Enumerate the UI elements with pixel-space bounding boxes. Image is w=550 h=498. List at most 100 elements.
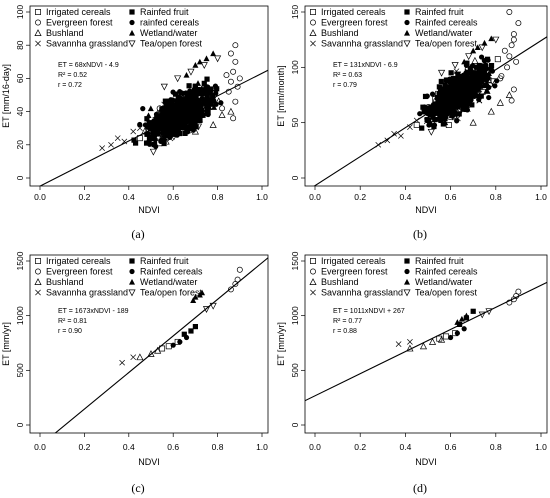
- x-axis-label: NDVI: [138, 205, 160, 215]
- square-filled-marker: [184, 95, 191, 101]
- triangle-down-open-marker: [214, 55, 222, 63]
- circle-filled-marker: [459, 82, 465, 88]
- triangle-open-marker: [487, 107, 495, 115]
- circle-filled-marker: [448, 334, 454, 341]
- square-filled-marker: [431, 123, 437, 130]
- square-filled-marker: [458, 76, 464, 82]
- square-filled-marker: [482, 82, 488, 89]
- triangle-filled-marker: [488, 35, 495, 42]
- cross-marker: [453, 68, 460, 75]
- series-evergreen-forest: [219, 42, 243, 122]
- triangle-open-marker: [496, 98, 504, 106]
- square-filled-marker: [180, 116, 186, 122]
- triangle-filled-marker: [451, 79, 458, 85]
- square-filled-marker: [198, 108, 204, 114]
- regression-line: [54, 257, 268, 433]
- circle-open-marker: [230, 115, 237, 122]
- plot-area: [54, 257, 268, 433]
- equation-line: r = 0.88: [333, 328, 357, 335]
- square-filled-marker: [188, 328, 194, 334]
- square-filled-marker: [424, 117, 430, 123]
- circle-filled-marker: [492, 83, 498, 89]
- circle-filled-marker: [404, 19, 410, 26]
- square-open-marker: [35, 258, 41, 264]
- x-tick-label: 0.6: [167, 192, 179, 202]
- legend: Irrigated cereals Rainfed fruit Evergreen …: [34, 7, 203, 49]
- circle-open-marker: [227, 286, 234, 293]
- square-filled-marker: [419, 125, 425, 131]
- triangle-filled-marker: [454, 319, 461, 325]
- circle-open-marker: [515, 20, 522, 27]
- circle-open-marker: [232, 58, 239, 65]
- triangle-open-marker: [227, 107, 235, 115]
- square-filled-marker: [204, 107, 211, 114]
- circle-filled-marker: [185, 129, 191, 135]
- x-tick-label: 0.4: [399, 442, 411, 452]
- circle-filled-marker: [153, 143, 159, 150]
- x-tick-label: 0.6: [167, 442, 179, 452]
- square-filled-marker: [453, 89, 459, 95]
- square-filled-marker: [165, 123, 171, 129]
- circle-open-marker: [508, 42, 515, 49]
- legend-label: Rainfed cereals: [140, 267, 203, 277]
- square-filled-marker: [194, 117, 201, 124]
- triangle-open-marker: [309, 278, 317, 285]
- square-filled-marker: [484, 56, 491, 62]
- legend-label: Irrigated cereals: [46, 7, 111, 17]
- circle-filled-marker: [177, 339, 183, 345]
- square-filled-marker: [476, 66, 483, 72]
- circle-open-marker: [506, 9, 513, 15]
- x-tick-label: 0.4: [399, 192, 411, 202]
- circle-filled-marker: [472, 90, 478, 96]
- square-filled-marker: [404, 258, 410, 264]
- circle-open-marker: [506, 53, 513, 60]
- circle-filled-marker: [168, 97, 174, 103]
- square-open-marker: [479, 88, 486, 95]
- series-evergreen-forest: [506, 288, 522, 306]
- square-filled-marker: [438, 78, 444, 85]
- legend-label: rainfed cereals: [140, 18, 200, 28]
- triangle-open-marker: [218, 111, 226, 118]
- legend: Irrigated cereals Rainfed fruit Evergreen …: [309, 256, 478, 298]
- series-evergreen-forest: [497, 9, 522, 104]
- triangle-filled-marker: [458, 315, 465, 322]
- cross-marker: [398, 133, 404, 139]
- triangle-down-open-marker: [403, 289, 411, 297]
- square-filled-marker: [186, 83, 192, 89]
- square-filled-marker: [446, 103, 452, 109]
- square-filled-marker: [470, 70, 476, 76]
- cross-marker: [130, 354, 137, 361]
- square-open-marker: [451, 101, 458, 108]
- square-filled-marker: [485, 75, 491, 81]
- x-tick-label: 0.6: [445, 442, 457, 452]
- chart-panel-c: 0.0 0.2 0.4 0.6 0.8 1.0 0 500 1000 1500 NDVI ET [mm…: [1, 251, 269, 467]
- cross-marker: [114, 135, 121, 142]
- chart-panel-b: 0.0 0.2 0.4 0.6 0.8 1.0 0 50 100 150 NDVI ET [mm/mo…: [276, 5, 548, 215]
- equation-block: ET = 1011xNDVI + 267 R² = 0.77 r = 0.88: [333, 308, 405, 335]
- square-filled-marker: [165, 132, 171, 138]
- legend-label: Evergreen forest: [321, 18, 388, 28]
- square-filled-marker: [201, 80, 207, 86]
- square-filled-marker: [472, 82, 478, 88]
- circle-open-marker: [232, 42, 239, 49]
- x-axis-label: NDVI: [415, 457, 437, 467]
- triangle-down-open-marker: [465, 53, 473, 61]
- triangle-filled-marker: [192, 62, 199, 68]
- circle-filled-marker: [213, 90, 219, 96]
- x-tick-label: 0.0: [309, 442, 321, 452]
- triangle-open-marker: [437, 335, 446, 343]
- square-filled-marker: [476, 62, 482, 69]
- x-tick-label: 0.6: [445, 192, 457, 202]
- square-filled-marker: [458, 101, 464, 107]
- plot-frame: [304, 5, 548, 187]
- square-filled-marker: [204, 93, 210, 99]
- circle-filled-marker: [478, 54, 485, 60]
- square-filled-marker: [204, 76, 210, 82]
- square-filled-marker: [146, 135, 153, 141]
- square-filled-marker: [144, 116, 150, 122]
- x-tick-label: 0.0: [34, 192, 46, 202]
- square-filled-marker: [203, 101, 209, 107]
- circle-open-marker: [310, 268, 316, 275]
- square-filled-marker: [488, 62, 495, 69]
- panel-caption: (a): [131, 227, 144, 241]
